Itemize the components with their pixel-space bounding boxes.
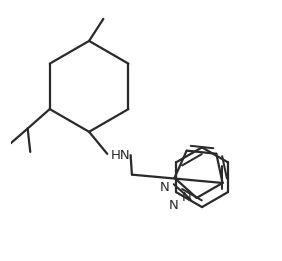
Text: N: N — [182, 191, 191, 204]
Text: N: N — [160, 181, 169, 193]
Text: HN: HN — [111, 149, 131, 162]
Text: N: N — [169, 199, 179, 212]
